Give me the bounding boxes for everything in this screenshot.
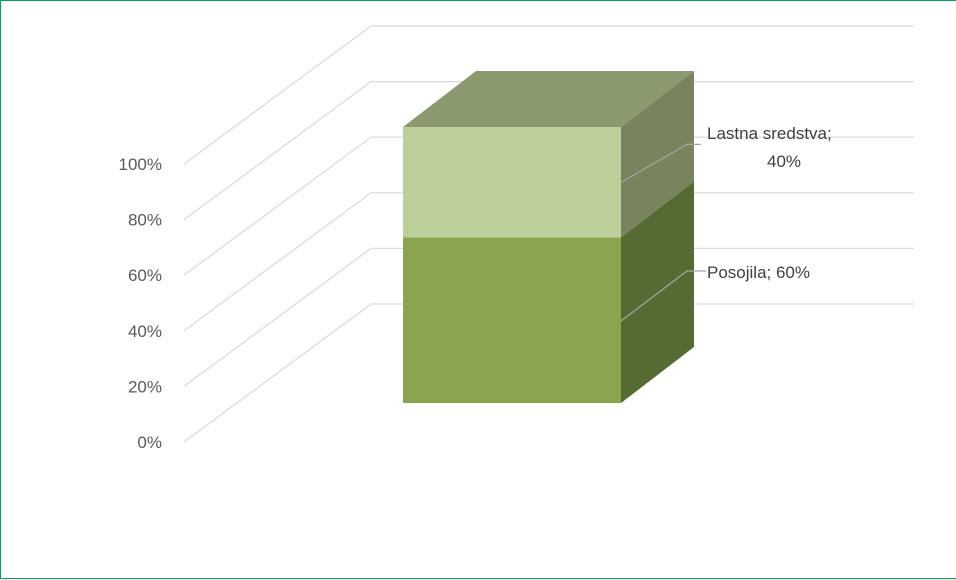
stacked-bar [403, 71, 694, 403]
data-label-lastna-sredstva-line2: 40% [767, 152, 801, 171]
bar-segment-top [403, 71, 694, 127]
y-tick-label: 20% [128, 377, 162, 396]
gridline [183, 192, 914, 332]
gridline [183, 25, 914, 165]
y-tick-label: 60% [128, 266, 162, 285]
y-axis-tick-labels: 0% 20% 40% 60% 80% 100% [119, 155, 162, 452]
bar-segment-front [403, 127, 621, 238]
data-label-posojila: Posojila; 60% [707, 263, 810, 282]
y-tick-label: 80% [128, 211, 162, 230]
gridline [183, 136, 914, 276]
data-label-lastna-sredstva-line1: Lastna sredstva; [707, 124, 832, 143]
y-tick-label: 100% [119, 155, 162, 174]
leader-line-posojila [620, 270, 706, 322]
gridline [183, 247, 914, 387]
gridlines [183, 25, 914, 443]
y-tick-label: 40% [128, 322, 162, 341]
bar-segment-front [403, 237, 621, 403]
gridline [183, 303, 914, 443]
bar-segment-side [621, 71, 694, 238]
data-labels: Posojila; 60% Lastna sredstva; 40% [620, 124, 832, 322]
leader-line-lastna-sredstva [620, 143, 701, 183]
y-tick-label: 0% [137, 433, 162, 452]
bar-segment-side [621, 181, 694, 403]
gridline [183, 80, 914, 221]
